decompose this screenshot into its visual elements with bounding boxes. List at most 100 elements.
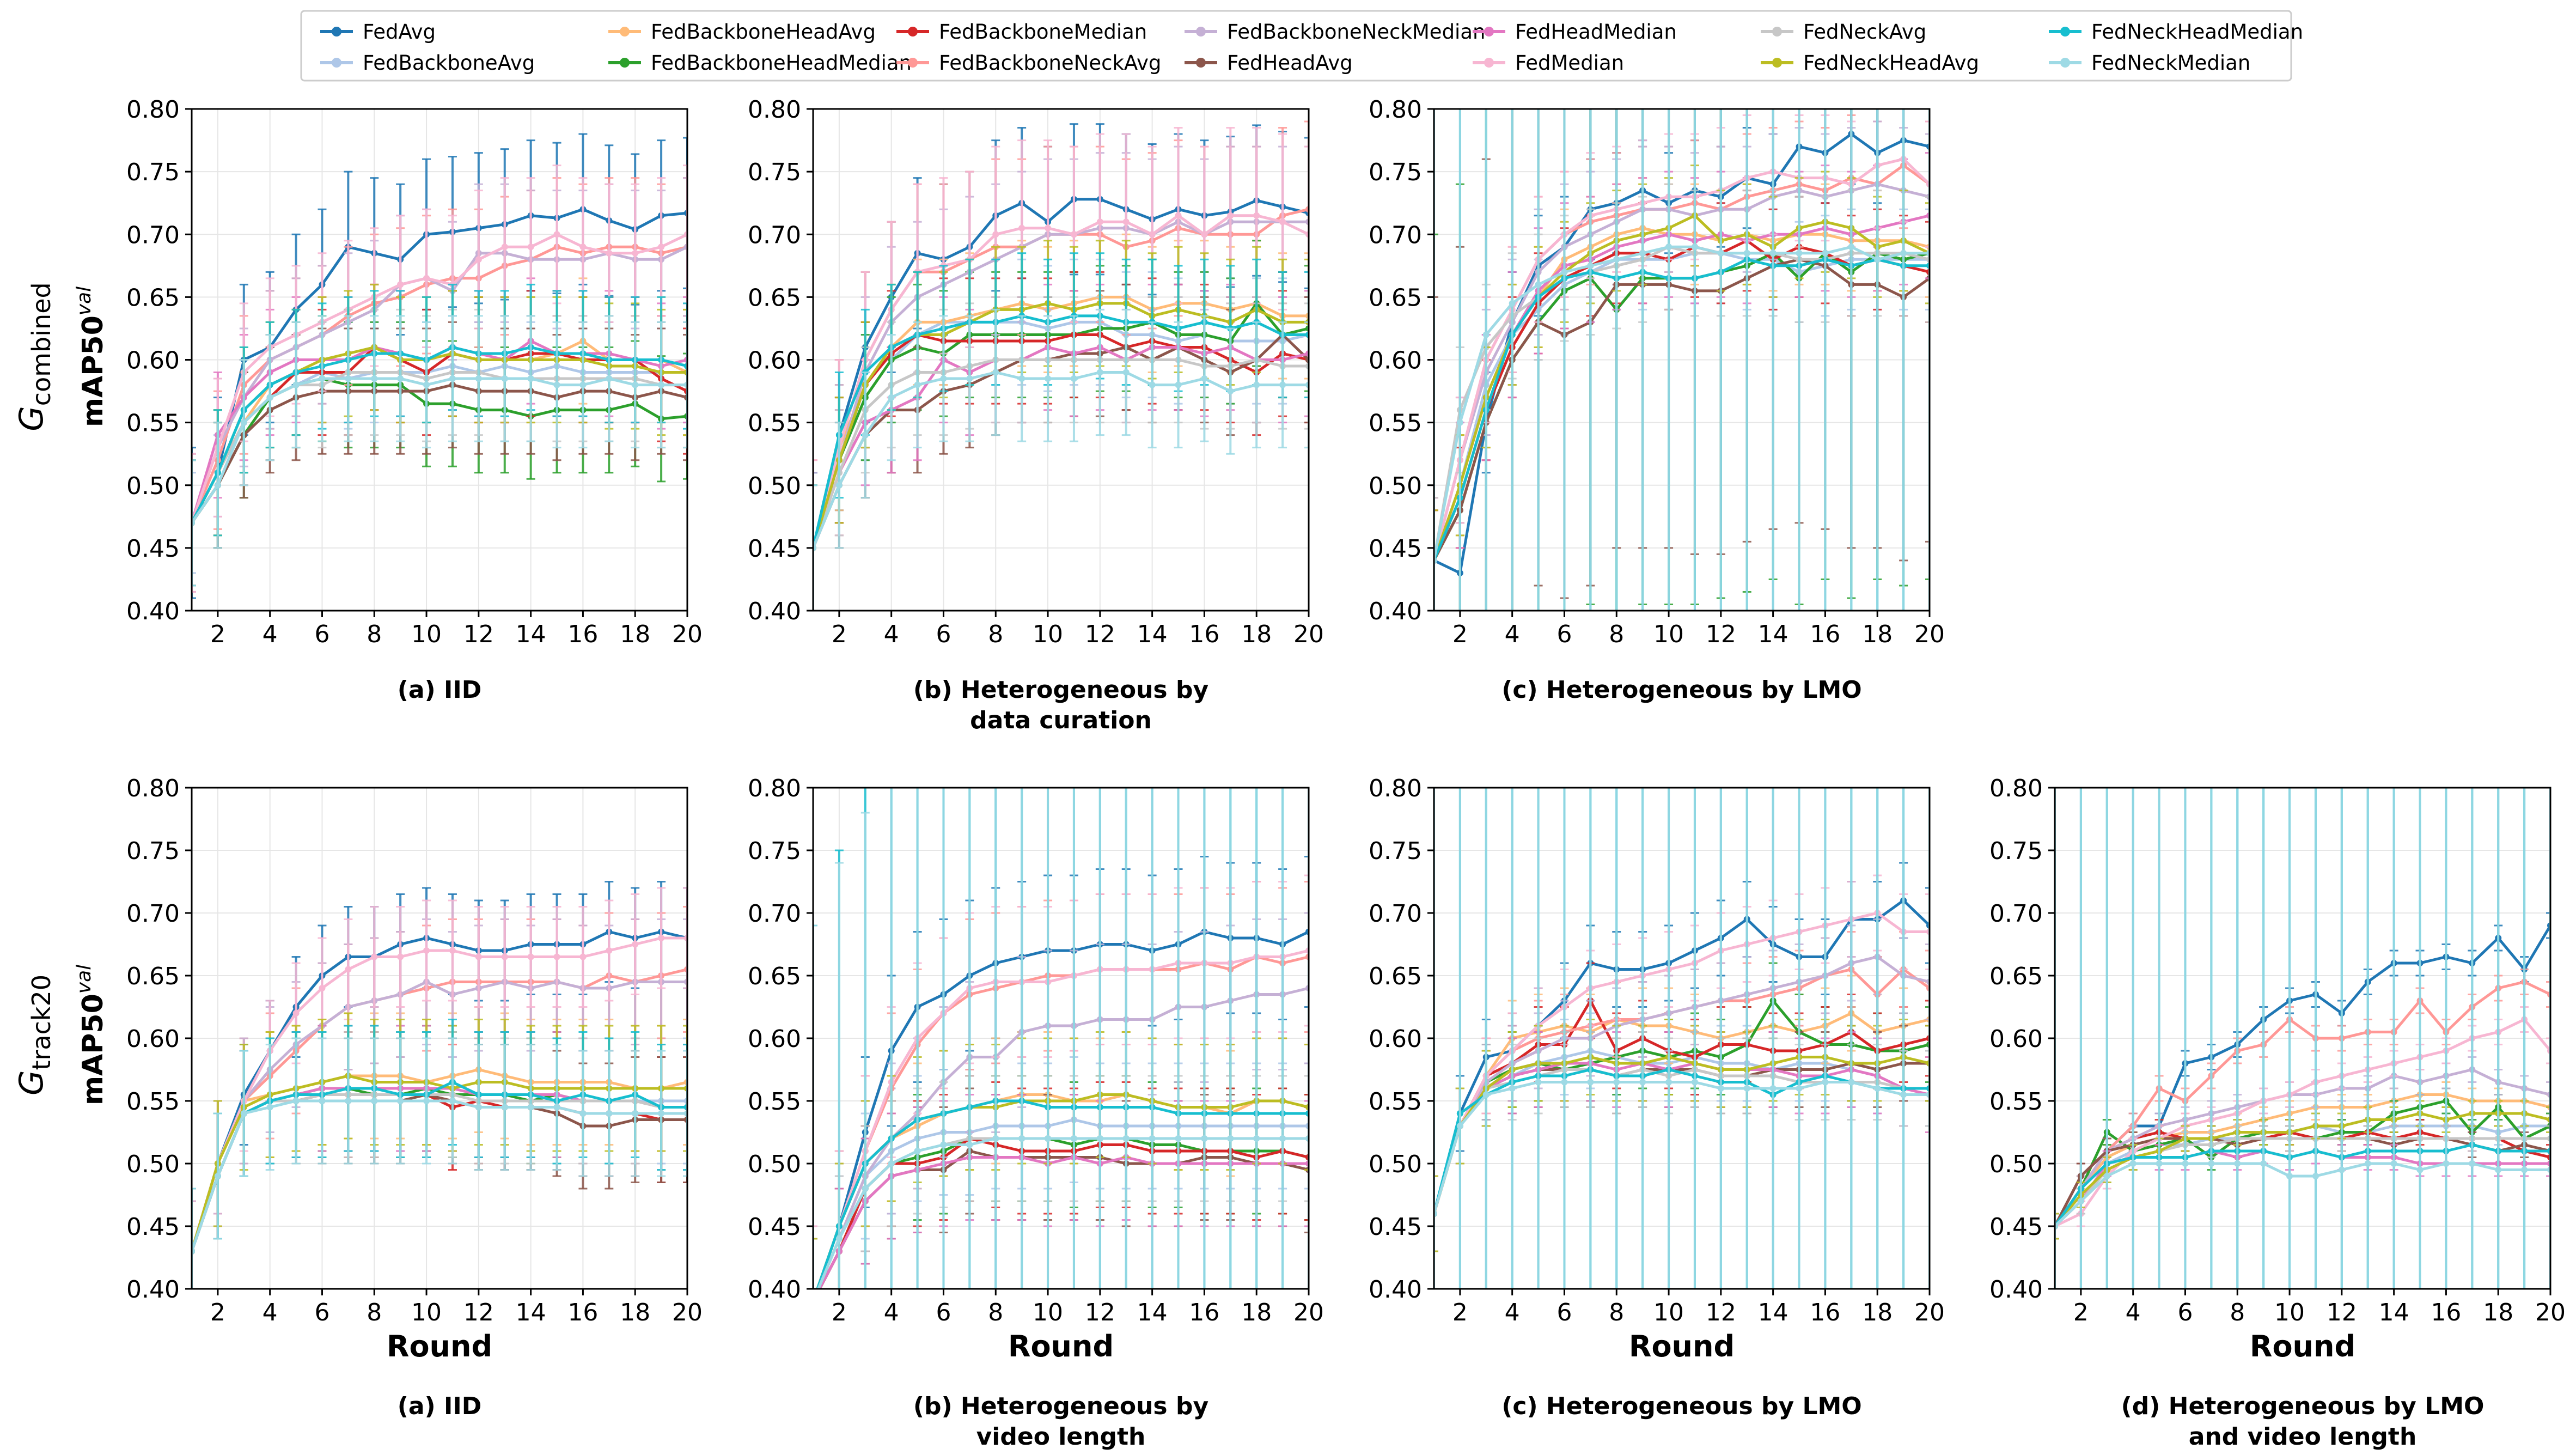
legend-entry: FedBackboneHeadMedian	[608, 51, 912, 75]
y-tick-label: 0.45	[126, 1213, 180, 1241]
data-point	[501, 243, 508, 251]
data-point	[423, 381, 430, 388]
data-point	[835, 482, 843, 489]
data-point	[658, 1110, 665, 1117]
legend-label: FedBackboneAvg	[363, 51, 535, 75]
x-tick-label: 2	[832, 620, 847, 648]
data-point	[371, 375, 378, 382]
data-point	[266, 1104, 273, 1111]
data-point	[266, 394, 273, 401]
x-tick-label: 6	[1556, 620, 1572, 648]
series-line	[192, 1081, 687, 1252]
data-point	[579, 1110, 587, 1117]
data-point	[553, 231, 560, 238]
data-point	[345, 375, 352, 382]
y-tick-label: 0.40	[126, 598, 180, 625]
y-tick-label: 0.65	[748, 284, 801, 312]
legend-label: FedBackboneNeckAvg	[939, 51, 1161, 75]
y-tick-label: 0.75	[126, 159, 180, 186]
data-point	[1045, 375, 1052, 382]
y-tick-label: 0.45	[748, 535, 801, 563]
data-point	[1639, 249, 1646, 257]
y-tick-label: 0.45	[126, 535, 180, 563]
data-point	[527, 243, 534, 251]
data-point	[1613, 256, 1620, 263]
series-line	[1434, 245, 1930, 561]
x-tick-label: 14	[516, 620, 546, 648]
x-tick-label: 8	[988, 620, 1003, 648]
x-tick-label: 10	[411, 1299, 442, 1326]
legend-entry: FedHeadAvg	[1185, 51, 1353, 75]
data-point	[1509, 300, 1516, 307]
y-tick-label: 0.65	[126, 284, 180, 312]
data-point	[475, 375, 482, 382]
row-group-label: Gtrack20	[13, 975, 56, 1095]
y-tick-label: 0.50	[748, 472, 801, 500]
data-point	[1201, 375, 1208, 382]
y-axis-label: mAP50val	[73, 965, 109, 1105]
y-tick-label: 0.60	[126, 347, 180, 375]
y-tick-label: 0.80	[1369, 96, 1422, 124]
series-line	[192, 968, 687, 1252]
legend-label: FedHeadMedian	[1515, 20, 1677, 44]
x-tick-label: 8	[1609, 620, 1624, 648]
x-tick-label: 20	[1293, 620, 1324, 648]
x-tick-label: 4	[263, 620, 278, 648]
data-point	[214, 1173, 221, 1179]
data-point	[319, 375, 326, 382]
legend-label: FedNeckHeadMedian	[2091, 20, 2303, 44]
data-point	[449, 375, 456, 382]
data-point	[345, 1098, 352, 1104]
y-axis: 0.40 0.45 0.50 0.55 0.60 0.65 0.70 0.75 0.80	[1369, 96, 1434, 625]
data-point	[579, 953, 587, 960]
data-point	[553, 381, 560, 388]
data-point	[1096, 369, 1103, 376]
y-tick-label: 0.70	[1369, 221, 1422, 249]
data-point	[1874, 256, 1881, 263]
series-line	[813, 214, 1309, 549]
legend-marker	[908, 27, 918, 36]
data-point	[1822, 249, 1829, 257]
x-tick-label: 20	[1914, 620, 1945, 648]
series-FedNeckMedian	[1434, 109, 1930, 611]
series-group	[1434, 109, 1930, 611]
data-point	[1482, 331, 1490, 338]
legend-label: FedMedian	[1515, 51, 1624, 75]
x-axis-label: Round	[387, 1329, 492, 1363]
legend-frame	[300, 10, 2292, 82]
x-tick-label: 6	[314, 1299, 329, 1326]
legend-entry: FedNeckHeadAvg	[1761, 51, 1979, 75]
y-tick-label: 0.80	[126, 96, 180, 124]
y-tick-label: 0.55	[126, 410, 180, 437]
y-tick-label: 0.70	[748, 221, 801, 249]
series-line	[192, 246, 687, 523]
y-tick-label: 0.55	[748, 410, 801, 437]
x-tick-label: 6	[314, 620, 329, 648]
data-point	[423, 1098, 430, 1104]
legend-marker	[1196, 27, 1206, 36]
data-point	[371, 1098, 378, 1104]
panel-caption: (c) Heterogeneous by LMO	[1501, 676, 1861, 704]
data-point	[371, 953, 378, 960]
data-point	[632, 1110, 639, 1117]
legend-marker	[332, 27, 341, 36]
panel-caption: (b) Heterogeneous by	[913, 676, 1208, 704]
x-tick-label: 20	[672, 620, 703, 648]
data-point	[292, 1098, 300, 1104]
data-point	[1253, 212, 1260, 219]
y-tick-label: 0.60	[748, 347, 801, 375]
x-tick-label: 10	[1653, 620, 1684, 648]
data-point	[1070, 375, 1077, 382]
row-group-label: Gcombined	[13, 282, 56, 431]
x-tick-label: 18	[620, 620, 650, 648]
chart-panel-track20-video: 0.400.450.500.550.600.650.700.750.802 4 6 8…	[748, 775, 1324, 1451]
series-line	[1434, 258, 1930, 561]
data-point	[553, 953, 560, 960]
y-tick-label: 0.75	[748, 159, 801, 186]
y-tick-label: 0.70	[126, 900, 180, 928]
series-line	[192, 383, 687, 524]
legend-entry: FedAvg	[320, 20, 436, 44]
y-tick-label: 0.60	[126, 1025, 180, 1053]
x-tick-label: 20	[672, 1299, 703, 1326]
y-tick-label: 0.50	[126, 1150, 180, 1178]
